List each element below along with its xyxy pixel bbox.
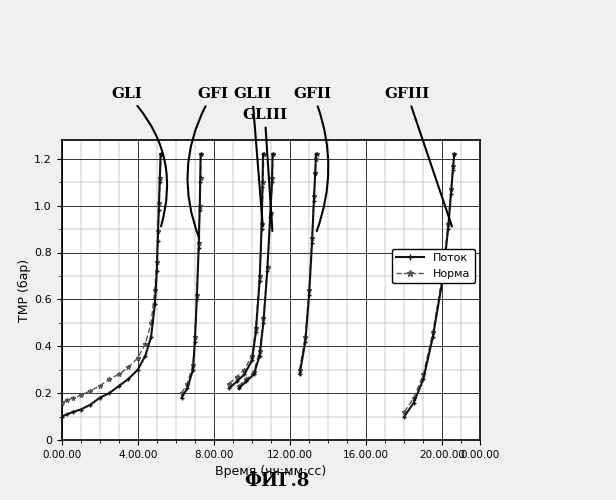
Text: GFII: GFII (294, 87, 332, 231)
X-axis label: Время (чч:мм:сс): Время (чч:мм:сс) (216, 466, 326, 478)
Text: GLI: GLI (111, 87, 167, 226)
Text: GFIII: GFIII (384, 87, 452, 226)
Legend: Поток, Норма: Поток, Норма (392, 249, 475, 283)
Text: GLII: GLII (233, 87, 271, 226)
Text: GLIII: GLIII (242, 108, 287, 231)
Text: GFI: GFI (187, 87, 228, 238)
Text: ФИГ.8: ФИГ.8 (245, 472, 310, 490)
Y-axis label: TMP (бар): TMP (бар) (18, 258, 31, 322)
